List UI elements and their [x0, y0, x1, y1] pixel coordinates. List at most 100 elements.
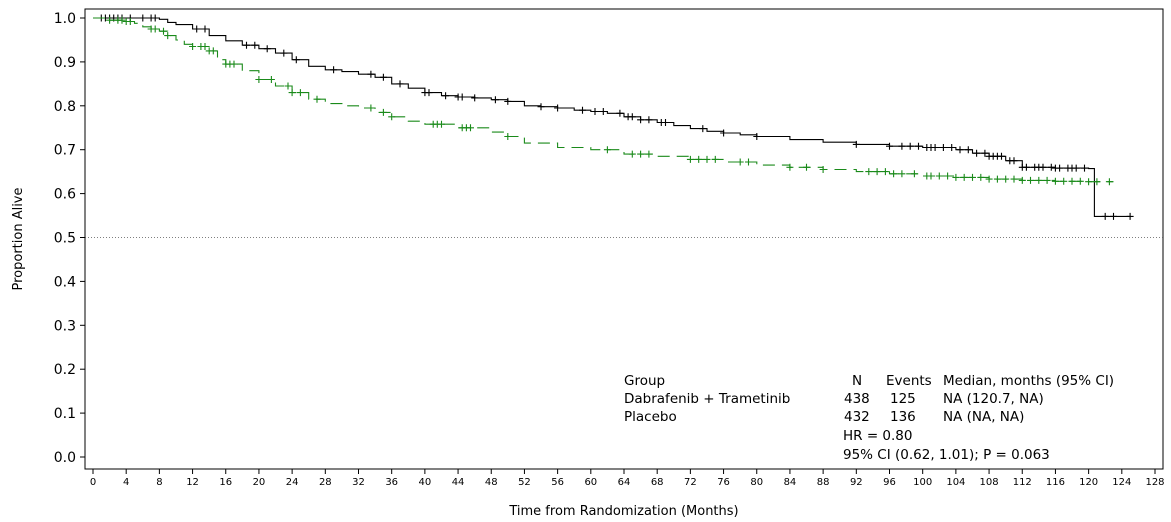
censor-mark	[927, 172, 935, 180]
x-tick-label: 60	[584, 477, 597, 488]
censor-mark	[952, 173, 960, 181]
censor-mark	[703, 155, 711, 163]
censor-mark	[288, 89, 296, 97]
x-tick-label: 8	[156, 477, 162, 488]
x-tick-label: 44	[452, 477, 465, 488]
censor-mark	[280, 49, 288, 57]
censor-mark	[803, 163, 810, 171]
censor-mark	[890, 170, 898, 178]
x-tick-label: 108	[980, 477, 999, 488]
censor-mark	[151, 14, 159, 22]
censor-mark	[1072, 164, 1080, 172]
censor-mark	[467, 124, 474, 132]
censor-mark	[603, 146, 611, 154]
series-layer	[93, 14, 1134, 220]
censor-mark	[985, 175, 993, 183]
censor-mark	[243, 41, 250, 49]
censor-mark	[579, 106, 586, 114]
censor-mark	[898, 170, 906, 178]
x-tick-label: 56	[551, 477, 564, 488]
censor-mark	[251, 41, 259, 49]
y-tick-label: 0.9	[54, 55, 76, 71]
censor-mark	[1039, 163, 1047, 171]
x-tick-label: 12	[186, 477, 199, 488]
censor-mark	[151, 25, 159, 33]
x-tick-label: 88	[817, 477, 830, 488]
censor-mark	[645, 150, 653, 158]
legend-header-median: Median, months (95% CI)	[943, 373, 1114, 389]
censor-mark	[201, 43, 209, 50]
x-tick-label: 100	[913, 477, 932, 488]
censor-mark	[637, 116, 645, 124]
censor-mark	[935, 172, 943, 180]
x-tick-label: 128	[1145, 477, 1164, 488]
x-tick-label: 72	[684, 477, 697, 488]
censor-mark	[1081, 164, 1088, 172]
censor-mark	[720, 129, 728, 137]
censor-mark	[931, 144, 939, 151]
censor-mark	[209, 47, 217, 55]
censor-mark	[230, 60, 238, 68]
x-tick-label: 0	[90, 477, 96, 488]
x-tick-label: 32	[352, 477, 365, 488]
censor-mark	[263, 45, 271, 53]
censor-mark	[1035, 176, 1043, 184]
legend-table: Group N Events Median, months (95% CI) D…	[624, 373, 1114, 463]
censor-mark	[998, 152, 1005, 160]
censor-mark	[1010, 157, 1018, 165]
censor-mark	[267, 76, 275, 83]
censor-mark	[139, 14, 147, 22]
censor-mark	[977, 173, 985, 181]
x-tick-label: 120	[1079, 477, 1098, 488]
censor-mark	[910, 170, 918, 178]
x-tick-label: 52	[518, 477, 531, 488]
censor-mark	[1027, 176, 1034, 184]
censor-mark	[1002, 175, 1010, 183]
censor-mark	[284, 82, 292, 90]
censor-mark	[1056, 164, 1064, 172]
censor-mark	[637, 150, 645, 158]
censor-mark	[1047, 163, 1055, 171]
legend-row-median: NA (120.7, NA)	[943, 391, 1044, 407]
legend-header-group: Group	[624, 373, 665, 389]
censor-mark	[367, 70, 375, 78]
x-tick-label: 4	[123, 477, 129, 488]
x-tick-label: 80	[750, 477, 763, 488]
censor-mark	[944, 172, 952, 180]
censor-mark	[786, 163, 794, 171]
x-tick-label: 76	[717, 477, 730, 488]
censor-mark	[969, 173, 976, 181]
censor-mark	[189, 43, 197, 50]
censor-mark	[1126, 212, 1134, 220]
censor-mark	[616, 109, 624, 117]
censor-mark	[396, 80, 404, 88]
censor-mark	[1101, 212, 1109, 220]
y-tick-label: 0.0	[54, 450, 76, 466]
censor-mark	[711, 155, 719, 163]
censor-mark	[1060, 177, 1068, 185]
x-tick-label: 28	[319, 477, 332, 488]
censor-mark	[699, 125, 707, 133]
censor-mark	[491, 96, 499, 104]
censor-mark	[1093, 178, 1101, 186]
censor-mark	[425, 89, 433, 97]
legend-header-n: N	[852, 373, 862, 389]
x-axis-title: Time from Randomization (Months)	[508, 504, 738, 519]
y-tick-label: 0.6	[54, 187, 76, 203]
series-line-placebo	[93, 17, 1114, 183]
confidence-interval-text: 95% CI (0.62, 1.01); P = 0.063	[843, 447, 1050, 463]
legend-row-events: 125	[890, 391, 916, 407]
censor-mark	[881, 168, 889, 176]
censor-mark	[458, 93, 466, 101]
censor-mark	[388, 113, 396, 121]
censor-mark	[504, 133, 512, 140]
x-tick-label: 48	[485, 477, 498, 488]
censor-mark	[126, 18, 134, 25]
legend-header-events: Events	[886, 373, 932, 389]
series-line-dabrafenib-trametinib	[93, 17, 1131, 217]
censor-mark	[591, 108, 599, 115]
censor-mark	[865, 168, 873, 176]
y-axis-title: Proportion Alive	[11, 187, 26, 290]
censor-mark	[686, 155, 694, 163]
x-tick-label: 116	[1046, 477, 1065, 488]
